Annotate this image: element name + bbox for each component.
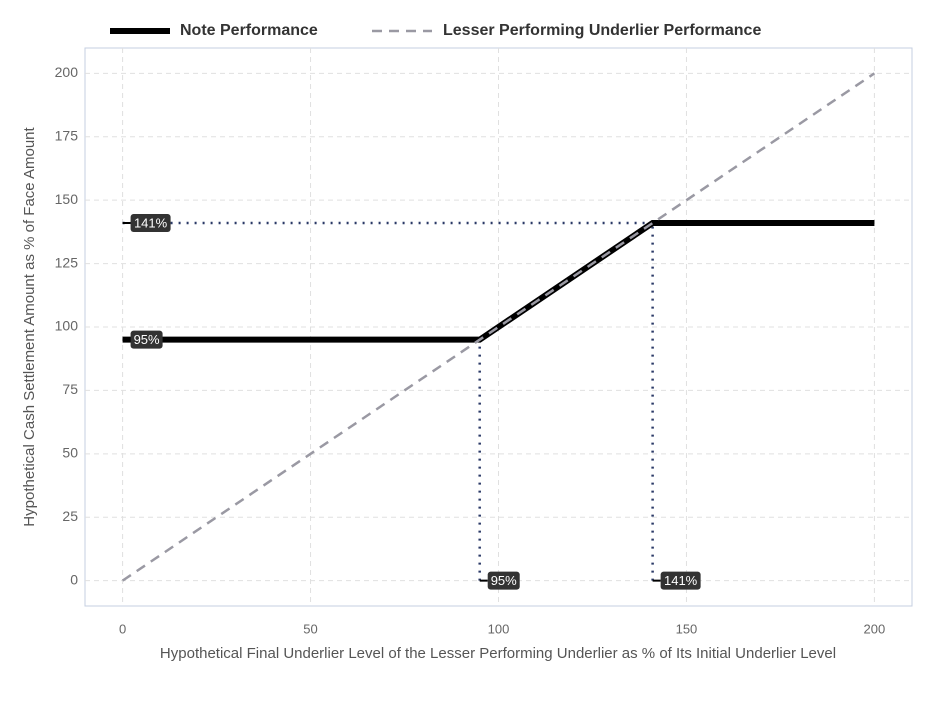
x-tick-label: 150 xyxy=(676,621,698,636)
label-box xyxy=(487,571,520,590)
y-tick-label: 200 xyxy=(55,64,79,80)
y-tick-label: 175 xyxy=(55,127,79,143)
reference-label: 95% xyxy=(491,573,517,588)
label-box xyxy=(130,214,171,233)
y-tick-label: 125 xyxy=(55,254,79,270)
y-tick-label: 100 xyxy=(55,318,79,334)
legend-label: Note Performance xyxy=(180,22,318,39)
y-tick-label: 0 xyxy=(70,571,78,587)
y-tick-label: 150 xyxy=(55,191,79,207)
x-tick-label: 0 xyxy=(119,621,126,636)
x-tick-label: 200 xyxy=(864,621,886,636)
y-tick-label: 50 xyxy=(62,445,78,461)
x-axis-title: Hypothetical Final Underlier Level of th… xyxy=(160,645,836,662)
label-box xyxy=(660,571,701,590)
legend-label: Lesser Performing Underlier Performance xyxy=(443,22,761,39)
y-tick-label: 25 xyxy=(62,508,78,524)
reference-label: 95% xyxy=(134,332,160,347)
label-box xyxy=(130,330,163,349)
reference-label: 141% xyxy=(664,573,698,588)
y-axis-title: Hypothetical Cash Settlement Amount as %… xyxy=(21,126,38,526)
x-tick-label: 100 xyxy=(488,621,510,636)
x-tick-label: 50 xyxy=(303,621,317,636)
series-line xyxy=(121,72,876,582)
y-tick-label: 75 xyxy=(62,381,78,397)
reference-label: 141% xyxy=(134,215,168,230)
